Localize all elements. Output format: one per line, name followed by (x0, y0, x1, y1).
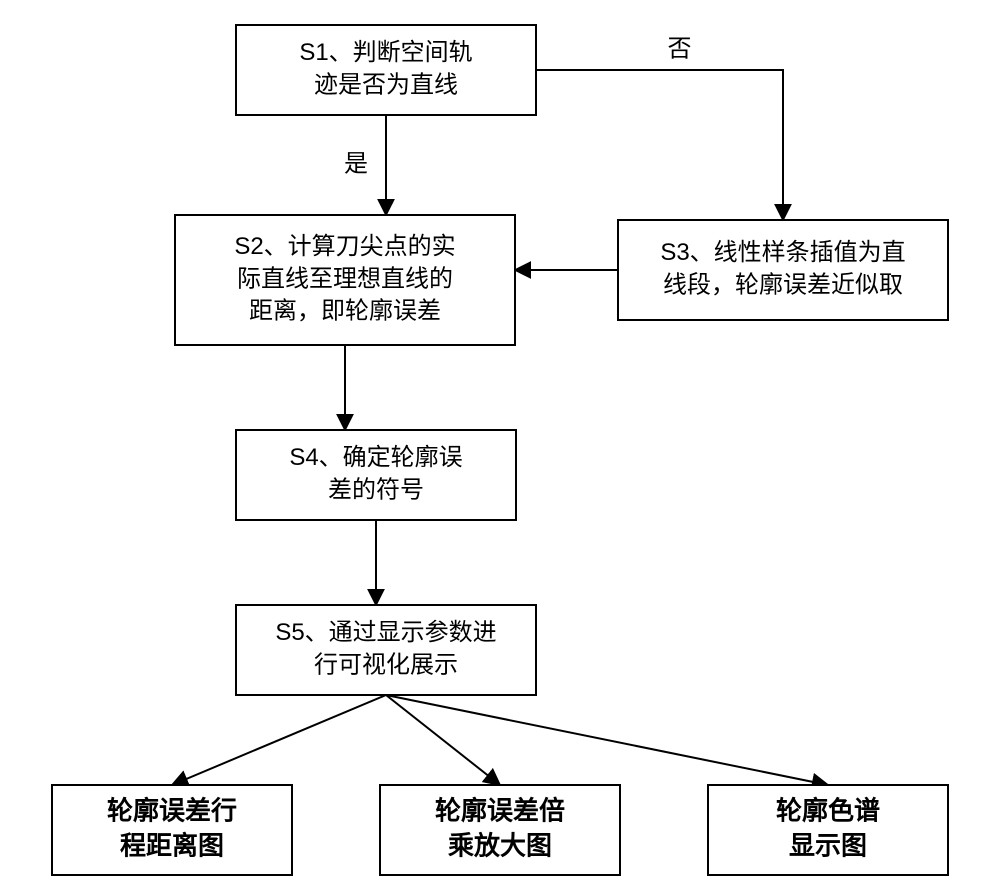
edge-label-s1-s2: 是 (344, 150, 368, 177)
edge-s5-o2 (386, 695, 500, 785)
node-s3-line-1: 线段，轮廓误差近似取 (663, 272, 903, 299)
node-s4-line-0: S4、确定轮廓误 (289, 444, 462, 471)
node-s5-line-1: 行可视化展示 (314, 652, 458, 679)
node-s5: S5、通过显示参数进行可视化展示 (236, 605, 536, 695)
node-o2-line-0: 轮廓误差倍 (435, 795, 565, 825)
edge-s5-o1 (172, 695, 386, 785)
node-s1: S1、判断空间轨迹是否为直线 (236, 25, 536, 115)
edge-s5-o3 (386, 695, 828, 785)
node-s3-line-0: S3、线性样条插值为直 (660, 239, 905, 266)
node-s2: S2、计算刀尖点的实际直线至理想直线的距离，即轮廓误差 (175, 215, 515, 345)
edge-s1-s3 (536, 70, 783, 220)
node-s4: S4、确定轮廓误差的符号 (236, 430, 516, 520)
node-o1-line-1: 程距离图 (120, 830, 224, 860)
node-o1: 轮廓误差行程距离图 (52, 785, 292, 875)
edge-label-s1-s3: 否 (668, 35, 692, 62)
node-o1-line-0: 轮廓误差行 (107, 795, 237, 825)
node-o2-line-1: 乘放大图 (447, 830, 552, 860)
node-s4-line-1: 差的符号 (328, 477, 424, 504)
node-s3: S3、线性样条插值为直线段，轮廓误差近似取 (618, 220, 948, 320)
node-s1-line-1: 迹是否为直线 (314, 72, 458, 99)
node-s5-line-0: S5、通过显示参数进 (275, 619, 496, 646)
node-o2: 轮廓误差倍乘放大图 (380, 785, 620, 875)
node-s2-line-1: 际直线至理想直线的 (237, 265, 453, 292)
nodes-layer: S1、判断空间轨迹是否为直线 S2、计算刀尖点的实际直线至理想直线的距离，即轮廓误… (52, 25, 948, 875)
node-o3-line-1: 显示图 (789, 830, 867, 860)
node-o3: 轮廓色谱显示图 (708, 785, 948, 875)
node-s2-line-0: S2、计算刀尖点的实 (234, 233, 455, 260)
node-s1-line-0: S1、判断空间轨 (299, 39, 472, 66)
node-s2-line-2: 距离，即轮廓误差 (249, 298, 441, 325)
flowchart-canvas: S1、判断空间轨迹是否为直线 S2、计算刀尖点的实际直线至理想直线的距离，即轮廓误… (0, 0, 1000, 893)
node-o3-line-0: 轮廓色谱 (776, 795, 880, 825)
